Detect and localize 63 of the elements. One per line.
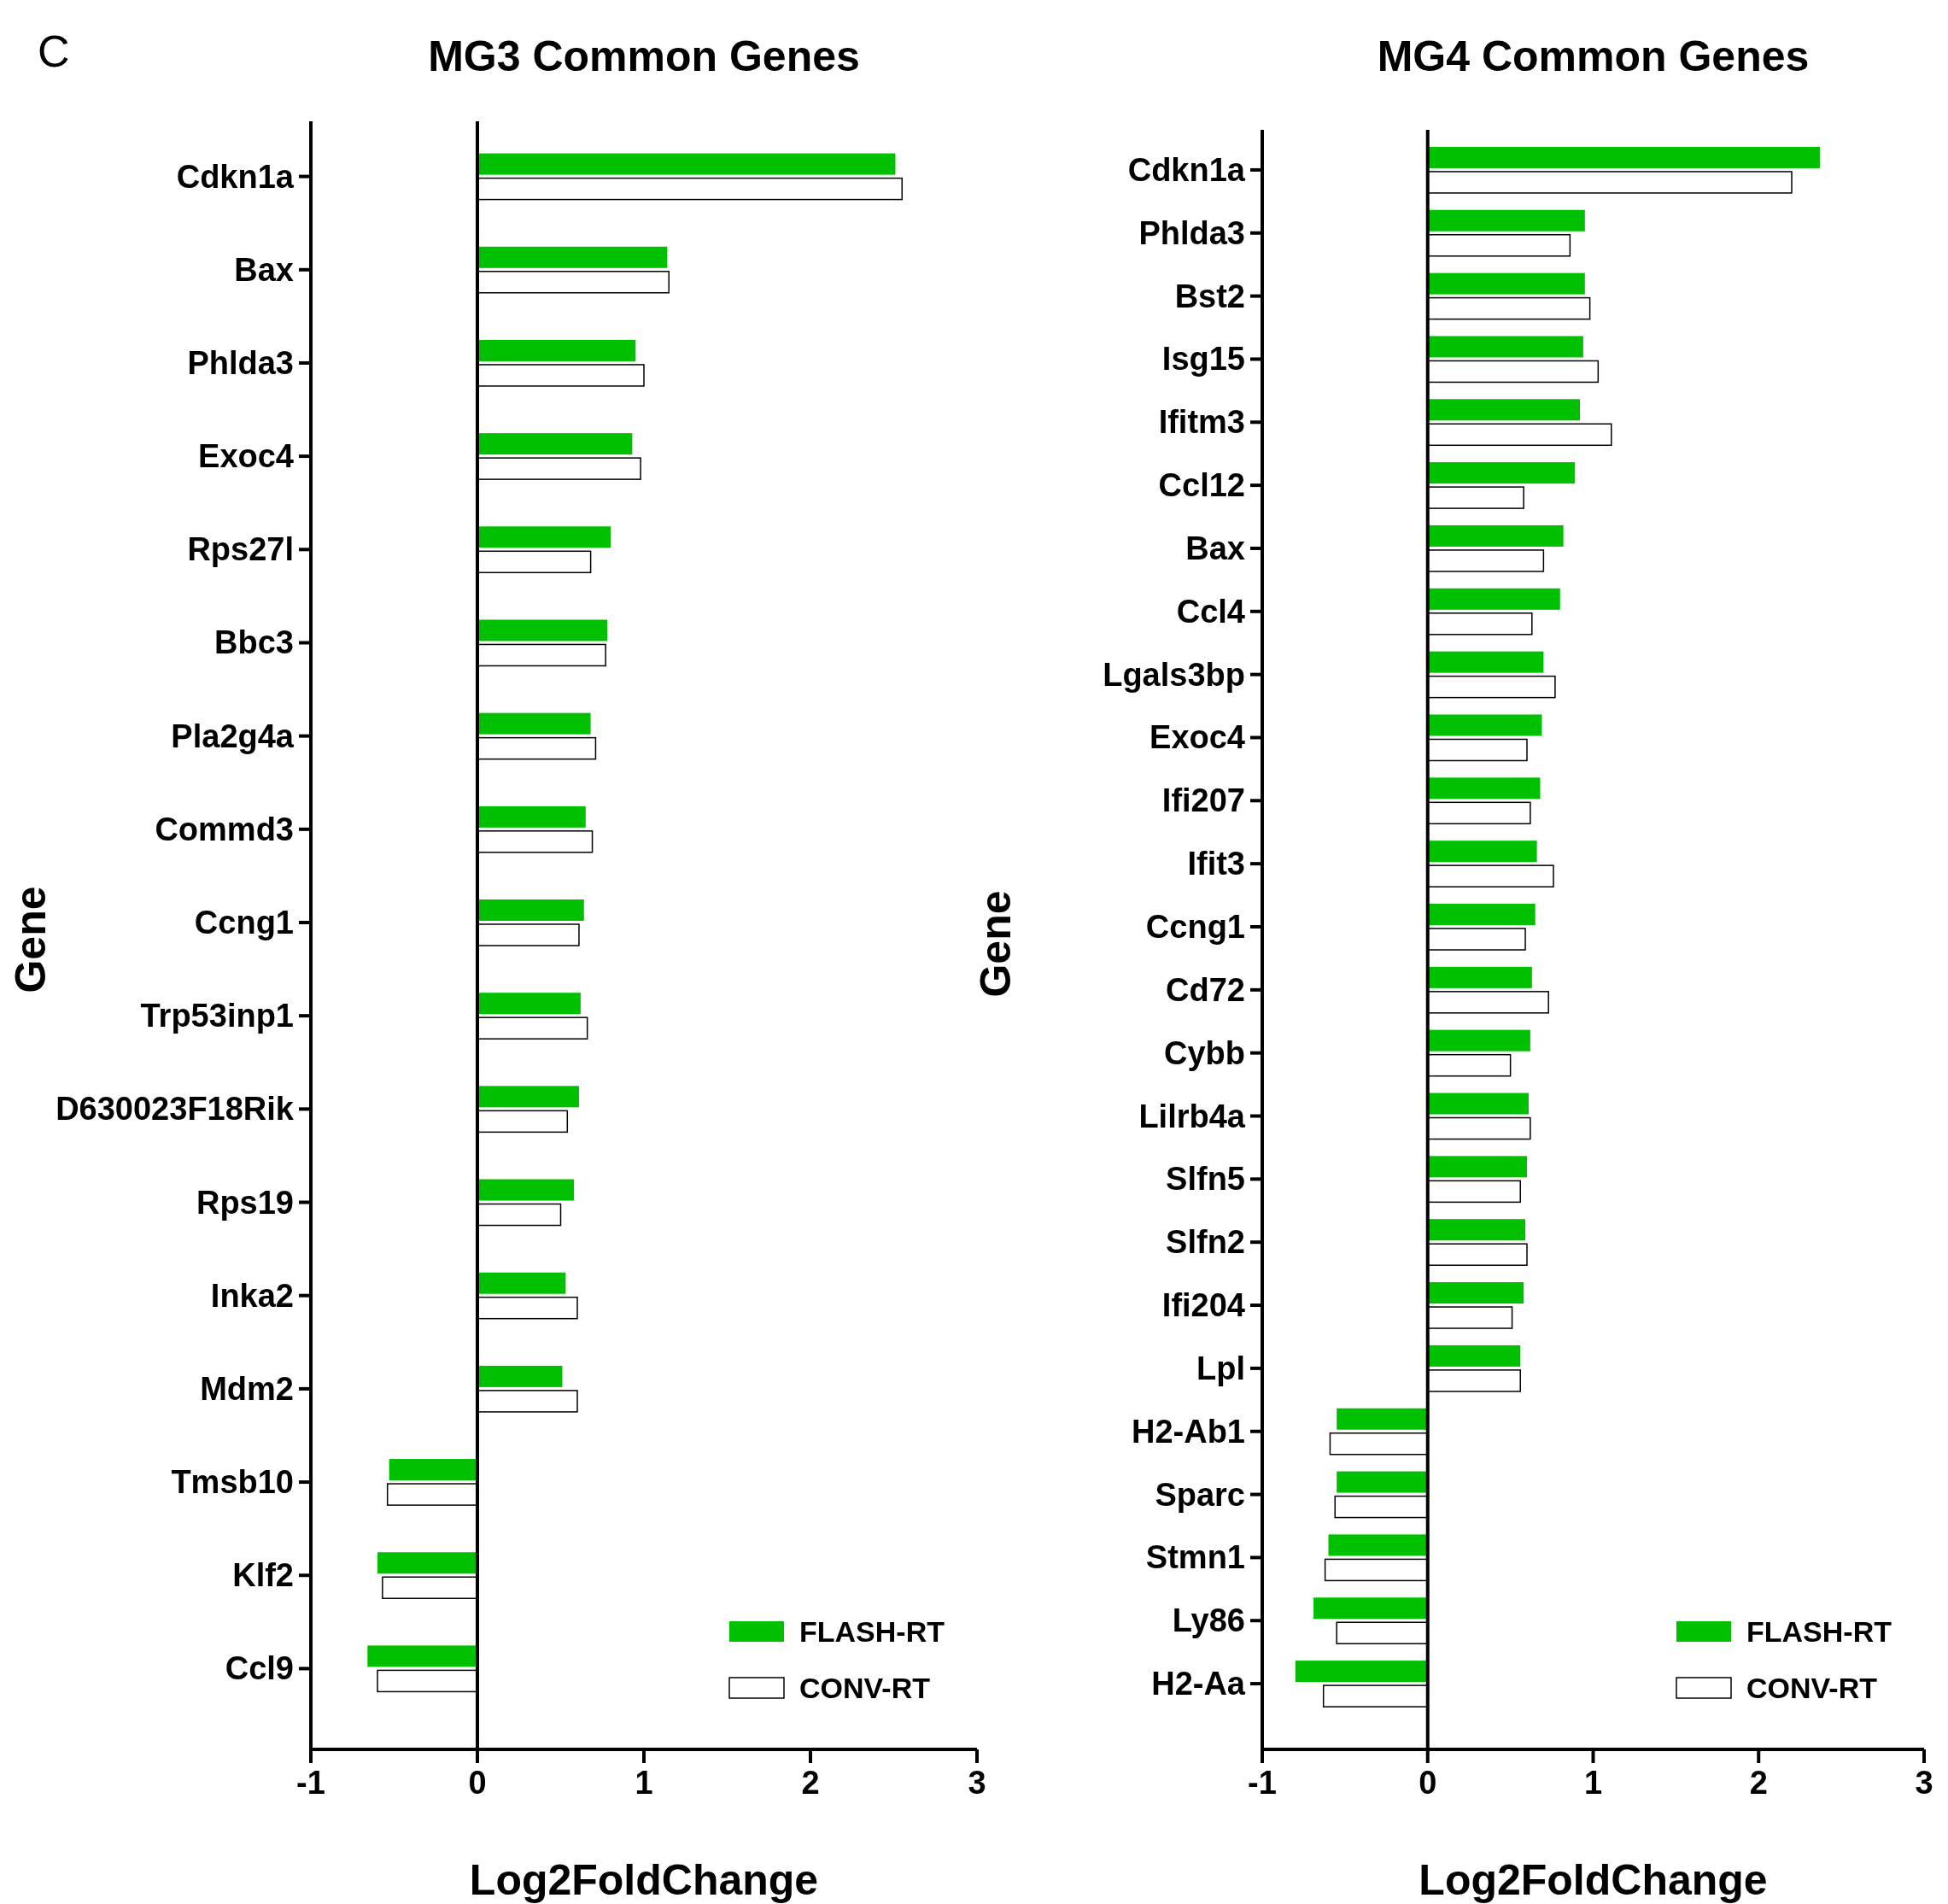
y-tick-label: Commd3 [155,811,294,847]
y-tick-label: Ifit3 [1187,846,1245,882]
x-axis-title: Log2FoldChange [469,1856,819,1904]
y-tick-label: Cd72 [1166,971,1245,1008]
y-tick-label: Rps19 [196,1184,294,1221]
y-tick-label: Klf2 [232,1557,294,1594]
chart-title: MG3 Common Genes [428,32,860,80]
y-tick-label: Lgals3bp [1103,656,1245,693]
x-axis-title: Log2FoldChange [1419,1856,1768,1904]
y-tick-label: Pla2g4a [171,718,295,754]
legend-label: FLASH-RT [799,1615,945,1648]
x-tick-label: 0 [1419,1765,1437,1801]
y-tick-label: Bst2 [1174,278,1245,314]
x-tick-label: 2 [801,1765,820,1801]
y-tick-label: Isg15 [1161,341,1245,378]
y-tick-label: Bbc3 [214,624,294,661]
y-tick-label: Stmn1 [1145,1539,1245,1576]
legend-label: CONV-RT [1746,1672,1878,1704]
text: C [38,26,70,76]
y-tick-label: Exoc4 [198,438,294,475]
y-tick-label: H2-Ab1 [1131,1413,1245,1450]
y-tick-label: Trp53inp1 [140,998,294,1034]
y-axis-title: Gene [7,886,55,993]
y-tick-label: Phlda3 [187,344,294,381]
y-tick-label: Sparc [1155,1476,1245,1513]
y-tick-label: Cdkn1a [1127,151,1246,188]
y-tick-label: Bax [234,251,294,288]
chart-title: MG4 Common Genes [1377,32,1810,80]
y-tick-label: Cybb [1164,1034,1245,1071]
y-tick-label: Ccl9 [225,1650,294,1687]
y-tick-label: Tmsb10 [171,1464,294,1501]
y-tick-label: Phlda3 [1138,214,1245,251]
y-tick-label: Bax [1185,530,1245,566]
y-tick-label: Slfn5 [1166,1161,1245,1198]
x-tick-label: 1 [1583,1765,1603,1801]
x-tick-label: 0 [468,1765,487,1801]
y-tick-label: Ccl12 [1158,467,1245,504]
y-tick-label: H2-Aa [1151,1666,1246,1702]
y-tick-label: Lilrb4a [1138,1098,1246,1134]
x-tick-label: 1 [635,1765,653,1801]
y-tick-label: Ccng1 [1145,909,1245,945]
y-tick-label: Rps27l [187,531,294,568]
x-tick-label: 3 [1915,1765,1933,1801]
y-tick-label: Mdm2 [200,1370,294,1407]
legend-label: CONV-RT [799,1672,931,1704]
y-tick-label: Inka2 [210,1277,294,1314]
y-tick-label: Ccl4 [1176,593,1245,630]
y-tick-label: Ifitm3 [1158,404,1245,441]
y-tick-label: Ifi204 [1161,1287,1245,1324]
y-tick-label: Slfn2 [1166,1224,1245,1261]
y-tick-label: Exoc4 [1149,719,1245,756]
legend-label: FLASH-RT [1746,1615,1892,1648]
y-tick-label: Ly86 [1172,1602,1245,1639]
y-tick-label: Ifi207 [1161,782,1245,819]
x-tick-label: -1 [296,1765,325,1801]
y-axis-title: Gene [972,890,1020,998]
y-tick-label: D630023F18Rik [56,1091,295,1128]
y-tick-label: Cdkn1a [176,158,295,195]
x-tick-label: 3 [968,1765,986,1801]
y-tick-label: Ccng1 [194,905,294,940]
x-tick-label: 2 [1749,1765,1768,1801]
y-tick-label: Lpl [1196,1350,1245,1386]
x-tick-label: -1 [1248,1765,1277,1801]
